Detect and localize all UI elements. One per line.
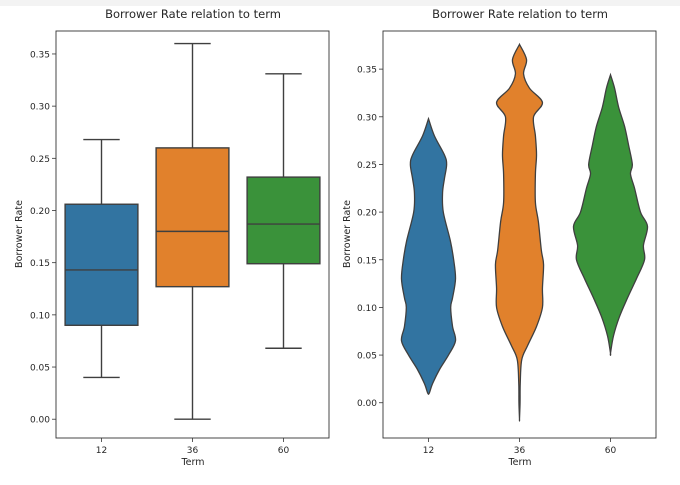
box-12: [64, 203, 139, 326]
y-tick-label: 0.20: [357, 209, 377, 219]
y-axis-label: Borrower Rate: [14, 200, 25, 268]
box-60: [246, 176, 321, 265]
y-tick-label: 0.00: [357, 399, 377, 409]
chart-title: Borrower Rate relation to term: [105, 7, 281, 21]
x-tick-label: 12: [96, 446, 107, 456]
y-tick-label: 0.35: [30, 50, 50, 60]
y-tick-label: 0.00: [30, 416, 50, 426]
x-axis-label: Term: [180, 457, 204, 468]
box-36: [155, 147, 230, 288]
y-tick-label: 0.20: [30, 207, 50, 217]
y-tick-label: 0.15: [30, 259, 50, 269]
y-tick-label: 0.30: [357, 113, 377, 123]
y-tick-label: 0.25: [357, 161, 377, 171]
boxplot-panel: Borrower Rate relation to term Term Borr…: [14, 7, 330, 468]
x-tick-label: 60: [278, 446, 290, 456]
violin-12: [400, 116, 457, 396]
axes-frame: [55, 30, 330, 439]
y-axis-label: Borrower Rate: [342, 200, 353, 268]
violin-36: [494, 42, 545, 422]
y-tick-label: 0.25: [30, 155, 50, 165]
y-tick-label: 0.10: [357, 304, 377, 314]
violinplot-panel: Borrower Rate relation to term Term Borr…: [342, 7, 657, 468]
y-tick-label: 0.30: [30, 103, 50, 113]
x-tick-label: 12: [423, 446, 434, 456]
y-tick-label: 0.10: [30, 311, 50, 321]
x-tick-label: 36: [187, 446, 199, 456]
x-tick-label: 36: [514, 446, 526, 456]
window-top-bar: [0, 0, 680, 6]
y-tick-label: 0.35: [357, 66, 377, 76]
y-tick-label: 0.05: [30, 364, 50, 374]
x-axis-label: Term: [507, 457, 531, 468]
axes-frame: [382, 30, 657, 439]
y-tick-label: 0.15: [357, 256, 377, 266]
violin-60: [572, 72, 649, 356]
y-tick-label: 0.05: [357, 352, 377, 362]
x-tick-label: 60: [605, 446, 617, 456]
chart-title: Borrower Rate relation to term: [432, 7, 608, 21]
